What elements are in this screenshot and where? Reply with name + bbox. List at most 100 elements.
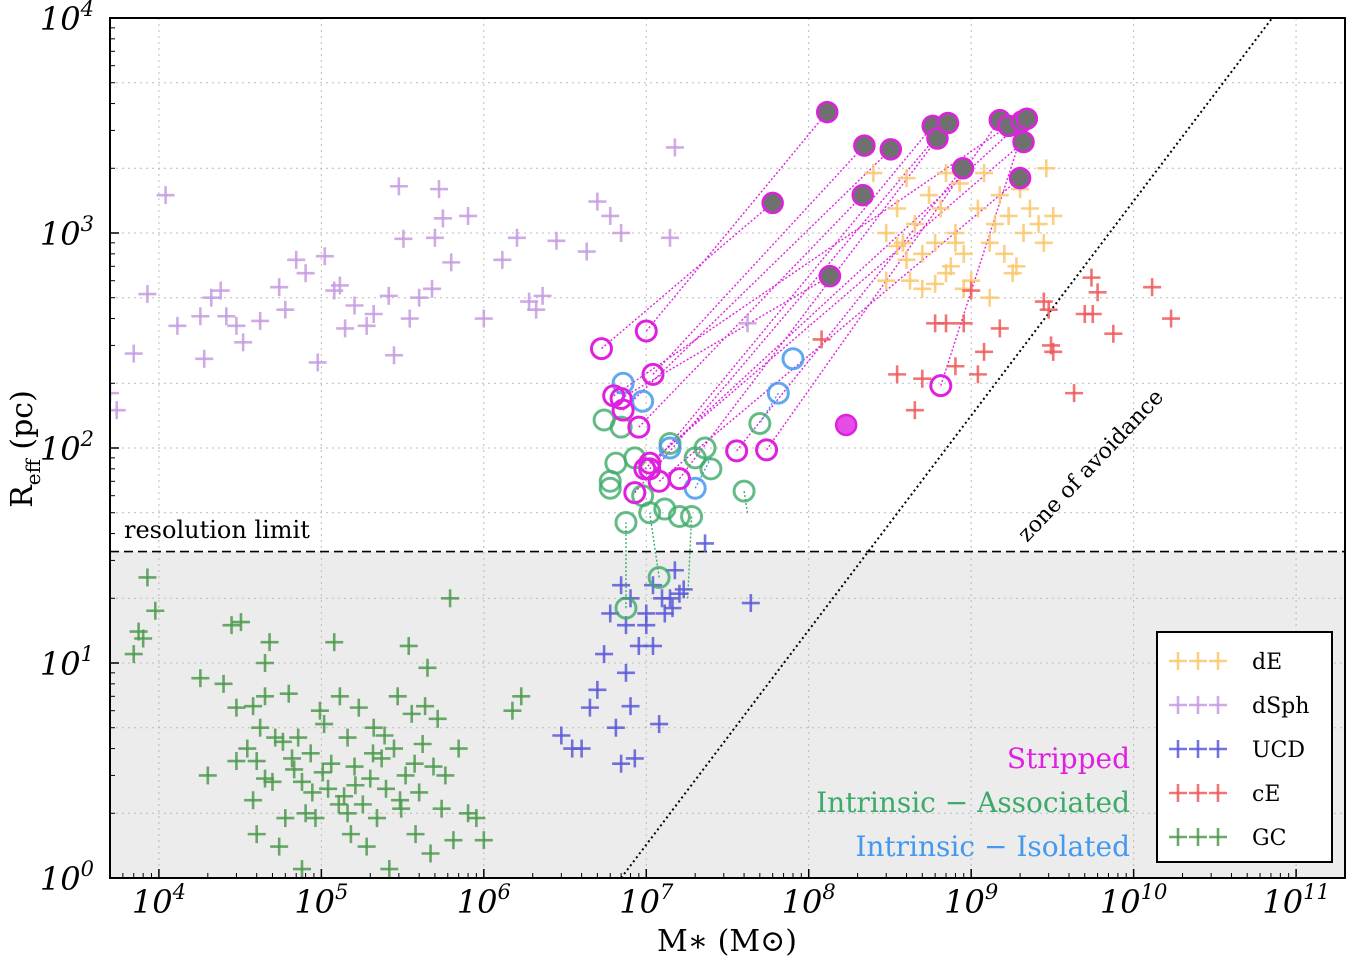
dsph-point	[227, 316, 246, 335]
ce-point	[962, 281, 981, 300]
gc-point	[399, 636, 418, 655]
ucd-point	[588, 680, 607, 699]
y-tick-base: 10	[40, 215, 81, 253]
zone-of-avoidance-label: zone of avoidance	[1013, 385, 1169, 547]
stripped-single	[834, 413, 858, 437]
ce-point	[1083, 305, 1102, 324]
dsph-point	[357, 316, 376, 335]
gc-point	[191, 669, 210, 688]
associated-ring	[732, 479, 756, 503]
x-tick-base: 10	[782, 883, 823, 921]
y-tick-label: 102	[40, 427, 94, 468]
associated-ring	[748, 412, 772, 436]
de-point	[888, 199, 907, 218]
y-tick-exp: 2	[80, 427, 94, 451]
gc-point	[222, 616, 241, 635]
gc-point	[256, 654, 275, 672]
stripped-connector	[638, 194, 864, 428]
gc-point	[444, 831, 463, 850]
x-tick-base: 10	[944, 883, 985, 921]
x-tick-base: 10	[294, 883, 335, 921]
dsph-point	[425, 228, 444, 247]
gc-point	[406, 825, 425, 844]
de-point	[954, 244, 973, 263]
stripped-filled	[936, 111, 960, 135]
ucd-point	[637, 604, 656, 623]
gc-point	[124, 645, 143, 664]
dsph-point	[661, 228, 680, 247]
x-tick-label: 107	[619, 880, 674, 921]
de-point	[985, 215, 1004, 234]
dsph-point	[389, 177, 408, 196]
stripped-ring	[725, 439, 749, 463]
gc-point	[391, 791, 410, 810]
dsph-point	[459, 206, 478, 225]
classification-label: Intrinsic − Associated	[816, 786, 1130, 819]
ucd-point	[674, 580, 693, 599]
x-tick-exp: 9	[985, 880, 998, 904]
dsph-point	[345, 296, 364, 315]
associated-ring	[638, 501, 662, 525]
gc-point	[388, 687, 407, 706]
gc-point	[421, 844, 440, 863]
dsph-point	[251, 311, 270, 330]
ce-point	[1044, 342, 1063, 361]
legend-box	[1156, 631, 1333, 863]
gc-point	[353, 795, 372, 814]
x-tick-label: 105	[294, 880, 348, 921]
gc-point	[296, 804, 315, 823]
de-point	[900, 271, 919, 290]
ce-point	[946, 357, 965, 376]
dsph-point	[168, 316, 187, 335]
legend-label: cE	[1252, 782, 1280, 807]
gc-point	[503, 701, 522, 720]
ce-point	[1162, 309, 1181, 328]
gc-point	[134, 629, 153, 648]
stripped-filled	[818, 264, 842, 288]
x-axis-ticks: 104 105 106 107 108 109 1010 1011	[122, 869, 1330, 921]
gc-point	[285, 760, 304, 779]
dsph-point	[533, 286, 552, 305]
legend-marker	[1189, 696, 1207, 714]
ucd-point	[696, 534, 715, 553]
ce-point	[913, 369, 932, 388]
x-tick-exp: 5	[335, 880, 348, 904]
dsph-point	[507, 228, 526, 247]
de-point	[946, 233, 965, 252]
gc-point	[283, 749, 302, 768]
ce-point	[937, 314, 956, 333]
legend-item: dSph	[1169, 694, 1309, 719]
gc-point	[301, 744, 320, 763]
gc-point	[251, 718, 270, 737]
dsph-point	[400, 309, 419, 328]
isolated-ring	[658, 436, 682, 460]
gc-point	[319, 779, 338, 798]
y-tick-label: 104	[40, 0, 94, 38]
de-point	[877, 271, 896, 290]
de-point	[1014, 224, 1033, 242]
associated-ring	[614, 511, 638, 535]
ucd-point	[670, 584, 689, 603]
gc-point	[260, 633, 279, 652]
x-tick-base: 10	[457, 883, 498, 921]
stripped-ring	[634, 319, 658, 343]
gc-point	[303, 783, 322, 802]
dsph-point	[156, 186, 175, 205]
data-points	[110, 138, 1181, 878]
de-point	[980, 288, 999, 307]
stripped-ring	[755, 438, 779, 462]
de-point	[1044, 206, 1063, 225]
ce-point	[1082, 268, 1101, 287]
y-tick-exp: 4	[80, 0, 94, 21]
legend-marker	[1189, 784, 1207, 802]
gc-point	[292, 772, 311, 791]
associated-ring	[598, 476, 622, 500]
y-axis-label-subscript: eff	[21, 457, 45, 485]
gc-point	[256, 687, 275, 706]
ce-point	[1088, 283, 1107, 302]
stripped-ring	[602, 384, 626, 408]
ce-point	[1143, 278, 1162, 297]
y-tick-exp: 0	[81, 857, 94, 881]
de-point	[897, 169, 916, 188]
